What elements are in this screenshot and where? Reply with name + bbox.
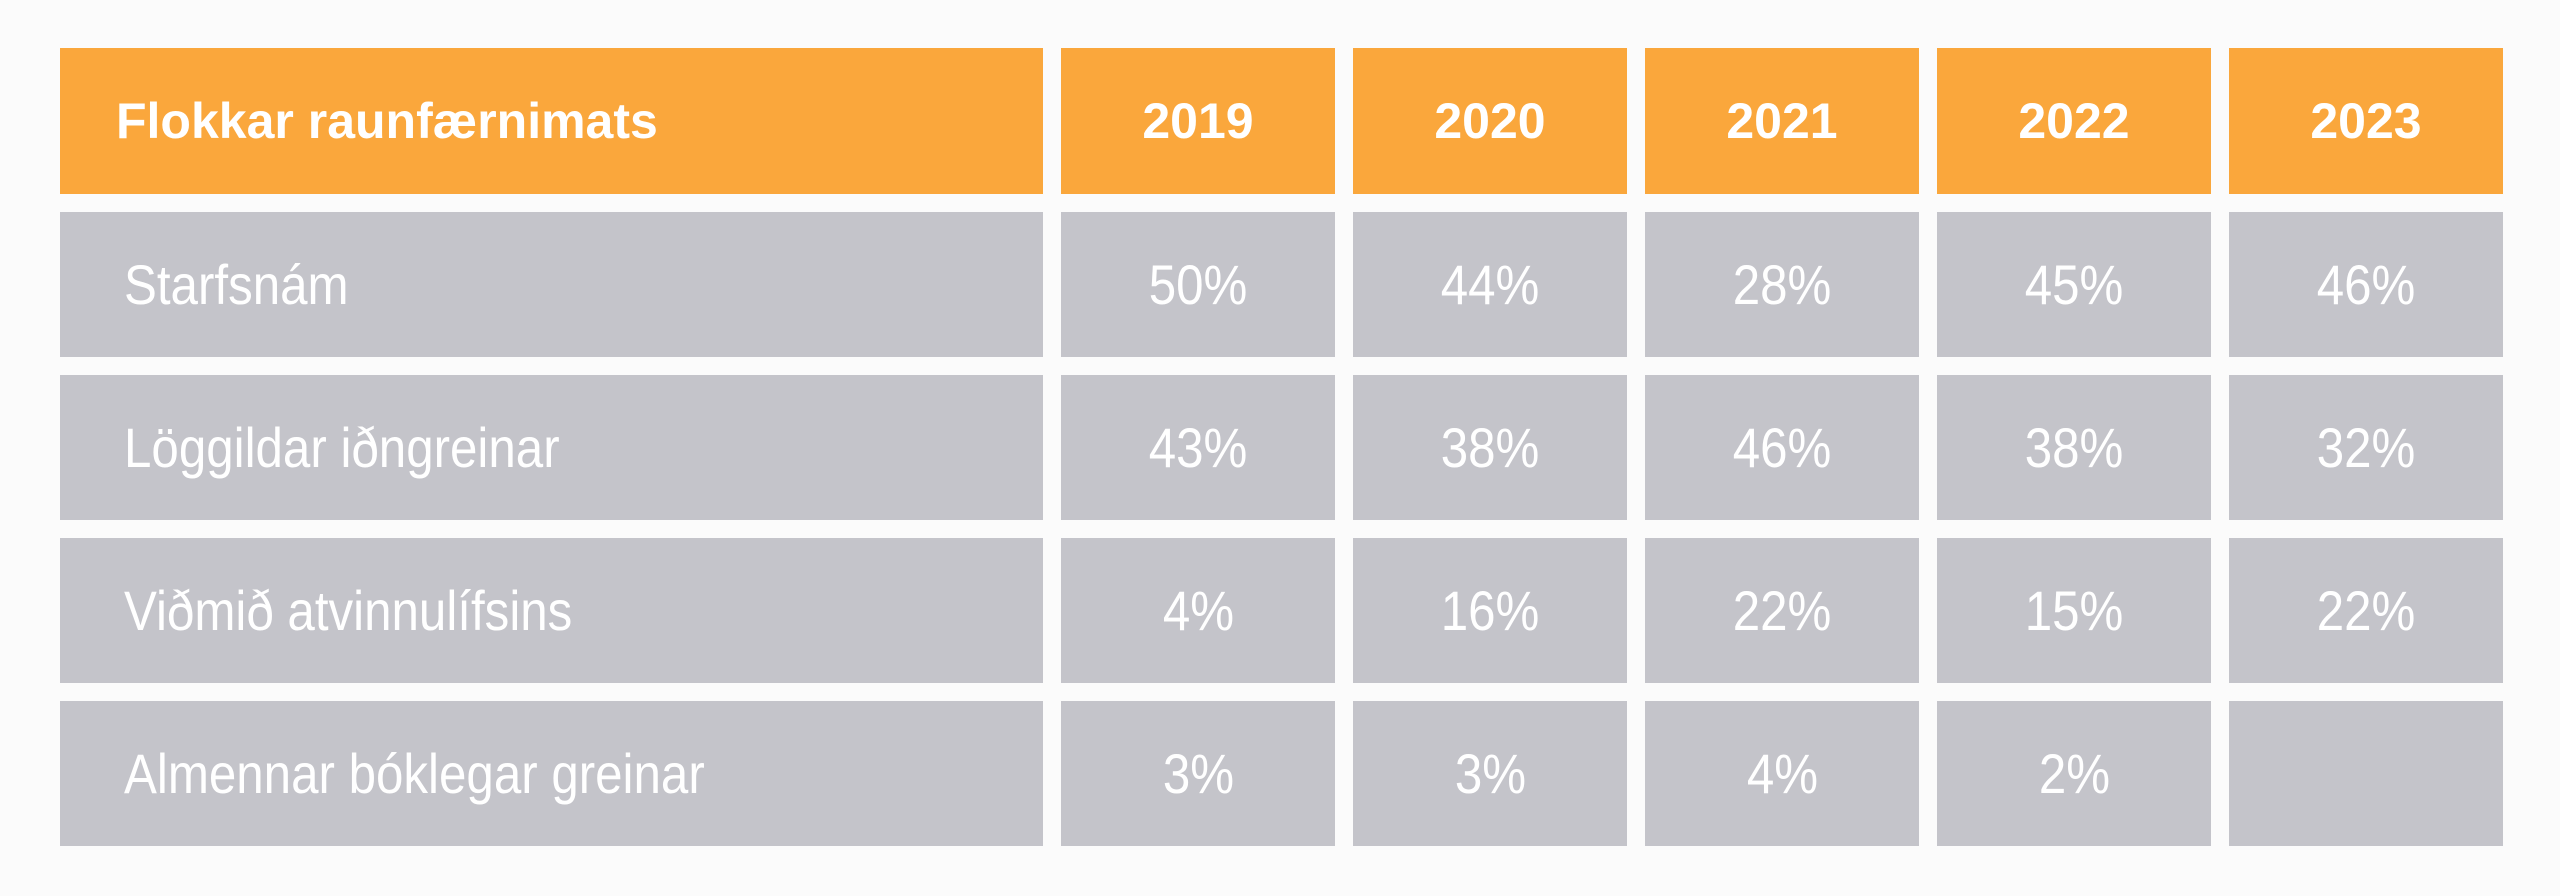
value-vidmid-2021: 22% (1645, 538, 1919, 683)
cell-value: 45% (2024, 253, 2124, 316)
cell-value: 32% (2316, 416, 2416, 479)
table-title: Flokkar raunfærnimats (116, 93, 658, 149)
value-loggildar-2023: 32% (2229, 375, 2503, 520)
row-label: Almennar bóklegar greinar (124, 742, 705, 805)
value-almennar-2020: 3% (1353, 701, 1627, 846)
cell-value: 44% (1440, 253, 1540, 316)
value-vidmid-2020: 16% (1353, 538, 1627, 683)
year-header-label: 2021 (1726, 93, 1838, 149)
cell-value: 4% (1746, 742, 1818, 805)
row-label-vidmid-atvinnulifsins: Viðmið atvinnulífsins (60, 538, 1043, 683)
value-almennar-2023-empty (2229, 701, 2503, 846)
column-header-2020: 2020 (1353, 48, 1627, 194)
cell-value: 22% (1732, 579, 1832, 642)
raunfaernimat-categories-table: Flokkar raunfærnimats 2019 2020 2021 202… (60, 48, 2503, 846)
cell-value: 15% (2024, 579, 2124, 642)
column-header-2019: 2019 (1061, 48, 1335, 194)
value-starfsnam-2019: 50% (1061, 212, 1335, 357)
column-header-2023: 2023 (2229, 48, 2503, 194)
cell-value: 22% (2316, 579, 2416, 642)
column-header-2021: 2021 (1645, 48, 1919, 194)
column-header-categories: Flokkar raunfærnimats (60, 48, 1043, 194)
row-label-almennar-boklegar-greinar: Almennar bóklegar greinar (60, 701, 1043, 846)
cell-value: 2% (2038, 742, 2110, 805)
value-loggildar-2019: 43% (1061, 375, 1335, 520)
column-header-2022: 2022 (1937, 48, 2211, 194)
value-starfsnam-2022: 45% (1937, 212, 2211, 357)
cell-value: 4% (1162, 579, 1234, 642)
value-starfsnam-2023: 46% (2229, 212, 2503, 357)
row-label-loggildar-idngreinar: Löggildar iðngreinar (60, 375, 1043, 520)
cell-value: 3% (1162, 742, 1234, 805)
row-label-starfsnam: Starfsnám (60, 212, 1043, 357)
row-label: Löggildar iðngreinar (124, 416, 560, 479)
value-almennar-2021: 4% (1645, 701, 1919, 846)
value-loggildar-2020: 38% (1353, 375, 1627, 520)
value-vidmid-2022: 15% (1937, 538, 2211, 683)
value-almennar-2022: 2% (1937, 701, 2211, 846)
cell-value: 38% (1440, 416, 1540, 479)
value-almennar-2019: 3% (1061, 701, 1335, 846)
cell-value: 16% (1440, 579, 1540, 642)
value-loggildar-2022: 38% (1937, 375, 2211, 520)
cell-value: 28% (1732, 253, 1832, 316)
row-label: Viðmið atvinnulífsins (124, 579, 573, 642)
cell-value: 46% (2316, 253, 2416, 316)
year-header-label: 2020 (1434, 93, 1546, 149)
value-starfsnam-2021: 28% (1645, 212, 1919, 357)
value-vidmid-2023: 22% (2229, 538, 2503, 683)
row-label: Starfsnám (124, 253, 349, 316)
year-header-label: 2019 (1142, 93, 1254, 149)
cell-value: 38% (2024, 416, 2124, 479)
year-header-label: 2023 (2310, 93, 2422, 149)
year-header-label: 2022 (2018, 93, 2130, 149)
cell-value: 46% (1732, 416, 1832, 479)
cell-value: 50% (1148, 253, 1248, 316)
cell-value: 3% (1454, 742, 1526, 805)
value-starfsnam-2020: 44% (1353, 212, 1627, 357)
value-loggildar-2021: 46% (1645, 375, 1919, 520)
cell-value: 43% (1148, 416, 1248, 479)
value-vidmid-2019: 4% (1061, 538, 1335, 683)
